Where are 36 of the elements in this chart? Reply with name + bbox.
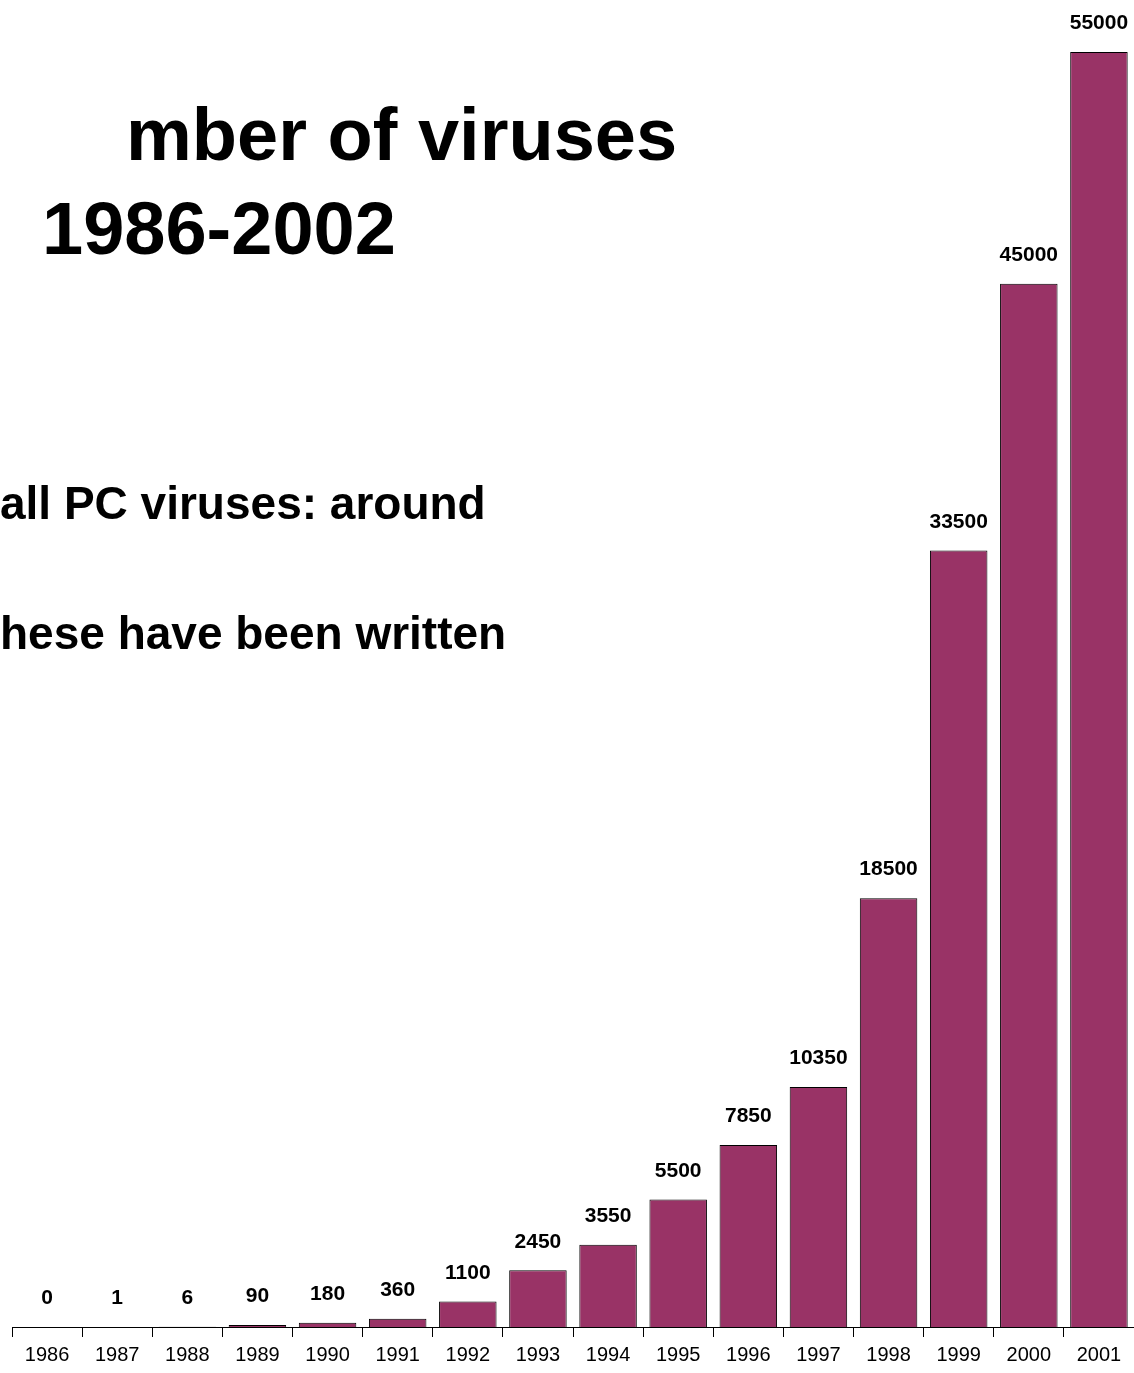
- data-label: 1100: [445, 1259, 491, 1283]
- data-label: 45000: [999, 242, 1059, 266]
- x-tick-label: 1996: [726, 1342, 771, 1365]
- data-label: 180: [310, 1281, 346, 1305]
- data-label: 7850: [724, 1103, 772, 1127]
- x-tick-label: 1990: [305, 1342, 350, 1365]
- x-tick-label: 1999: [936, 1342, 981, 1365]
- data-label: 1: [111, 1285, 124, 1309]
- annotation: all PC viruses: around: [0, 476, 486, 530]
- x-tick-label: 1993: [515, 1342, 561, 1365]
- data-label: 10350: [789, 1045, 848, 1069]
- x-tick-label: 1987: [94, 1342, 140, 1365]
- x-tick-label: 1995: [655, 1342, 701, 1365]
- x-tick-label: 1992: [445, 1342, 491, 1365]
- data-label: 33500: [929, 508, 988, 532]
- x-tick-label: 1986: [24, 1342, 70, 1365]
- data-label: 55000: [1069, 10, 1129, 34]
- data-label: 360: [380, 1276, 416, 1300]
- text: mber of viruses: [126, 92, 678, 177]
- annotation: hese have been written: [0, 606, 507, 660]
- data-label: 3550: [584, 1203, 632, 1226]
- x-tick-label: 2001: [1076, 1342, 1122, 1365]
- x-tick-label: 1997: [796, 1342, 841, 1365]
- data-label: 5500: [654, 1157, 702, 1181]
- x-tick-label: 2000: [1006, 1342, 1052, 1365]
- x-tick-label: 1994: [585, 1342, 631, 1365]
- x-tick-label: 1988: [165, 1342, 210, 1365]
- x-tick-label: 1991: [375, 1342, 420, 1365]
- data-label: 6: [181, 1285, 194, 1309]
- x-tick-label: 1998: [866, 1342, 911, 1365]
- data-label: 0: [41, 1285, 53, 1309]
- x-tick-label: 1989: [235, 1342, 280, 1365]
- data-label: 18500: [859, 856, 918, 880]
- data-label: 90: [245, 1283, 270, 1307]
- data-label: 2450: [514, 1228, 562, 1252]
- text: 1986-2002: [42, 186, 396, 271]
